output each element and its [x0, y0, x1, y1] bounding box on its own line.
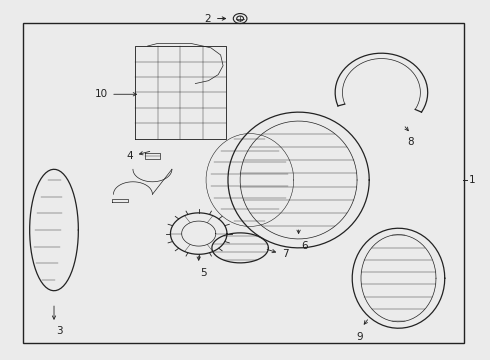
Text: 8: 8 [407, 137, 414, 147]
Text: 5: 5 [200, 267, 207, 278]
Text: 9: 9 [356, 332, 363, 342]
Text: 10: 10 [95, 89, 108, 99]
Text: 3: 3 [56, 327, 63, 337]
Bar [24, 23, 464, 342]
Text: 2: 2 [204, 14, 211, 23]
Text: 1: 1 [469, 175, 476, 185]
Text: 7: 7 [282, 249, 289, 259]
Text: 6: 6 [301, 241, 308, 251]
Text: 4: 4 [126, 151, 133, 161]
